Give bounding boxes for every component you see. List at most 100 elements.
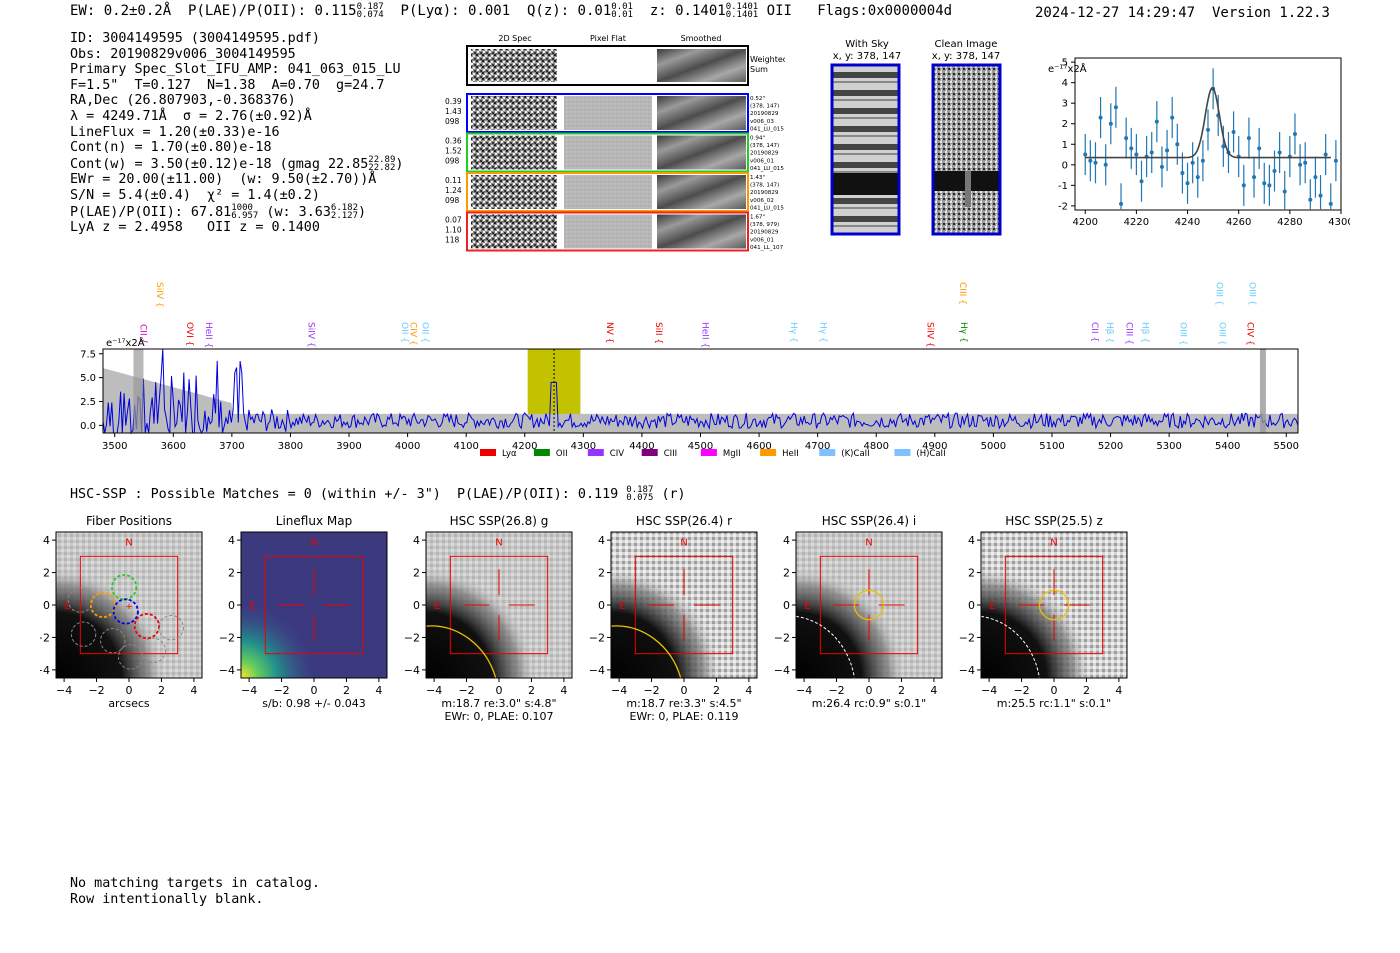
- zoom-point: [1098, 115, 1103, 120]
- hsc-ytick-label: −4: [959, 664, 975, 677]
- north-label: N: [495, 538, 502, 549]
- fs-xtick-label: 3800: [278, 441, 303, 452]
- cutout-right-label: 0.52": [750, 96, 765, 102]
- fs-line-label: OII {: [419, 322, 429, 343]
- cutout-right-label: 1.43": [750, 175, 765, 181]
- cutout-left-label: 098: [445, 117, 460, 126]
- zoom-ytick-label: -1: [1058, 181, 1068, 192]
- zoom-xtick-label: 4200: [1073, 217, 1098, 228]
- zoom-points: [1083, 68, 1338, 210]
- cutout-right-label: v006_03: [750, 119, 774, 125]
- hsc-xtick-label: −4: [796, 684, 812, 697]
- fs-spectrum-line: [102, 348, 1299, 435]
- fs-line-label: SiIV {: [306, 322, 316, 348]
- qz-range: 0.01 0.01: [611, 2, 633, 20]
- fs-xtick-label: 5200: [1098, 441, 1123, 452]
- hsc-ytick-label: 2: [228, 567, 235, 580]
- zoom-point: [1170, 115, 1175, 120]
- hsc-xtick-label: 4: [560, 684, 567, 697]
- zoom-point: [1252, 175, 1257, 180]
- fs-line-label: SiII {: [653, 322, 663, 344]
- fiber-circle: [100, 628, 126, 654]
- weighted-sum-smoothed: [657, 49, 746, 82]
- fs-xtick-label: 5000: [981, 441, 1006, 452]
- hsc-panels: Fiber Positions N E +4 2 0 −2 −4 −4 −2 0 2 4 arcsecs L…: [40, 514, 1128, 723]
- galaxy-ellipse: [795, 615, 855, 679]
- hsc-panel: Lineflux Map N E 4 2 0 −2 −4 −4 −2 0 2 4 s/b: 0.98 +/…: [219, 514, 388, 710]
- fs-legend-swatch: [587, 449, 604, 456]
- hsc-ytick-label: 0: [783, 599, 790, 612]
- north-label: N: [680, 538, 687, 549]
- hsc-panel: HSC SSP(26.8) g N E 4 2 0 −2 −4 −4 −2 0 2 4 m:18.7 re…: [404, 514, 573, 723]
- fs-xtick-label: 3500: [102, 441, 127, 452]
- zoom-point: [1318, 193, 1323, 198]
- zoom-ytick-label: 0: [1062, 160, 1068, 171]
- hsc-xtick-label: 2: [528, 684, 535, 697]
- north-label: N: [310, 538, 317, 549]
- cutout-left-label: 0.36: [445, 137, 462, 146]
- fs-line-label: Hβ {: [1104, 322, 1114, 343]
- cutout-right-label: 20190829: [750, 151, 779, 157]
- cutout-left-label: 1.43: [445, 107, 462, 116]
- hsc-ytick-label: 0: [598, 599, 605, 612]
- fs-xtick-label: 4500: [688, 441, 713, 452]
- zoom-point: [1124, 136, 1129, 141]
- fs-legend-label: HeII: [782, 449, 799, 459]
- hsc-panel-title: HSC SSP(26.8) g: [450, 514, 549, 528]
- fs-legend-swatch: [533, 449, 550, 456]
- clean-image-title: Clean Image: [935, 39, 998, 50]
- zoom-point: [1088, 158, 1093, 163]
- hsc-xtick-label: 0: [1051, 684, 1058, 697]
- info-lineflux: LineFlux = 1.20(±0.33)e-16: [70, 124, 280, 140]
- cutout-right-label: 20190829: [750, 111, 779, 117]
- fs-error-envelope: [103, 368, 1298, 433]
- zoom-point: [1303, 160, 1308, 165]
- footer-line-1: No matching targets in catalog.: [70, 876, 320, 891]
- fs-xtick-label: 3700: [219, 441, 244, 452]
- plae-text: P(LAE)/P(OII): 0.115: [188, 3, 357, 19]
- cutout-pixelflat: [564, 135, 652, 170]
- hsc-ytick-label: 2: [43, 567, 50, 580]
- east-label: E: [619, 601, 625, 612]
- hsc-xtick-label: −4: [426, 684, 442, 697]
- fs-legend-swatch: [819, 449, 836, 456]
- hsc-xtick-label: 4: [375, 684, 382, 697]
- cutout-smoothed: [657, 214, 746, 249]
- hsc-xtick-label: 0: [311, 684, 318, 697]
- fs-line-label: OIII {: [1217, 322, 1227, 346]
- hsc-ytick-label: 4: [968, 534, 975, 547]
- hsc-xtick-label: 4: [930, 684, 937, 697]
- with-sky-title: With Sky: [845, 39, 889, 50]
- cutout-right-label: (378, 147): [750, 143, 779, 149]
- match-circle: [853, 589, 885, 621]
- hsc-ytick-label: 4: [43, 534, 50, 547]
- zoom-point: [1175, 142, 1180, 147]
- hsc-panel: HSC SSP(26.4) r N E 4 2 0 −2 −4 −4 −2 0 2 4 m:18.7 re…: [589, 514, 758, 723]
- fiber-circle: [89, 591, 117, 619]
- cutout-smoothed: [657, 175, 746, 209]
- cutout-left-label: 0.39: [445, 97, 462, 106]
- zoom-point: [1159, 164, 1164, 169]
- zoom-point: [1129, 146, 1134, 151]
- fs-ytick-label: 2.5: [80, 397, 96, 408]
- fs-line-label: SiIV {: [924, 322, 934, 348]
- hsc-panel-group: Fiber Positions N E +4 2 0 −2 −4 −4 −2 0 2 4 arcsecs L…: [40, 514, 1128, 723]
- cutout-pixelflat: [564, 214, 652, 249]
- cutout-right-label: 041_LU_015: [750, 166, 784, 172]
- hsc-ytick-label: 4: [598, 534, 605, 547]
- hsc-caption: s/b: 0.98 +/- 0.043: [262, 697, 366, 710]
- fs-line-label: Hγ {: [788, 322, 798, 343]
- col-title-smoothed: Smoothed: [681, 34, 722, 43]
- fs-line-label: OIII {: [1177, 322, 1187, 346]
- fs-line-label: CIII {: [957, 282, 967, 305]
- zoom-point: [1200, 158, 1205, 163]
- fs-line-label: CIII {: [1123, 322, 1133, 345]
- sky-panels: With Sky x, y: 378, 147 Clean Image x, y…: [830, 39, 1002, 236]
- fs-xtick-label: 5100: [1039, 441, 1064, 452]
- zoom-point: [1108, 121, 1113, 126]
- cutout-smoothed: [657, 96, 746, 130]
- with-sky-image: [832, 65, 899, 234]
- aperture-box: [819, 555, 919, 655]
- hsc-panel-title: Fiber Positions: [86, 514, 172, 528]
